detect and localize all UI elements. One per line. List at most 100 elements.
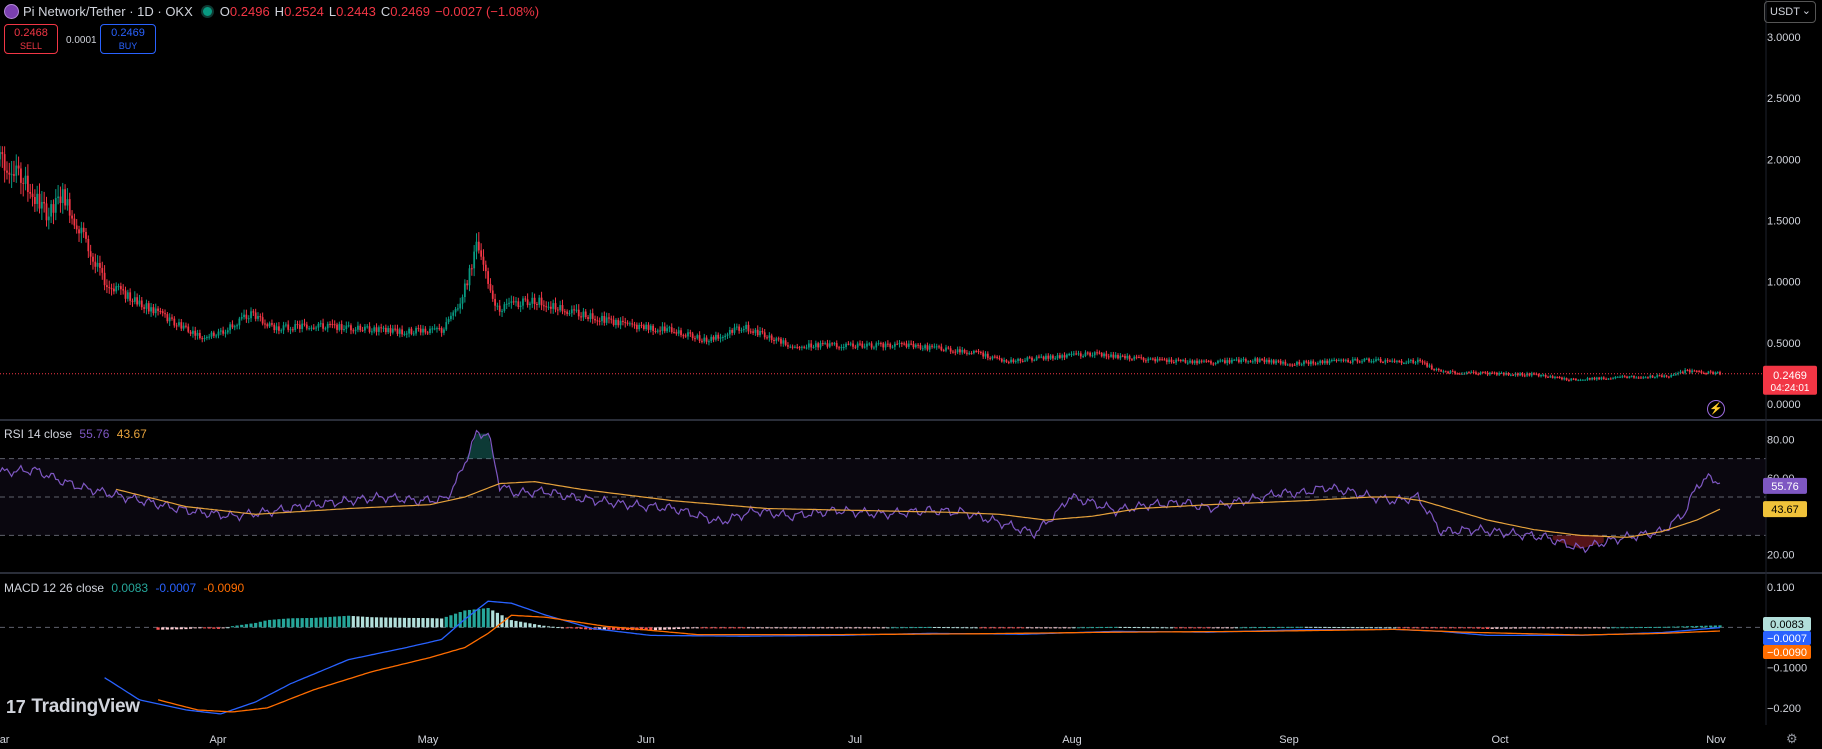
candle <box>280 328 283 334</box>
buy-button[interactable]: 0.2469 BUY <box>100 24 156 54</box>
candle <box>82 222 85 238</box>
candle <box>642 323 645 331</box>
candle <box>696 333 699 340</box>
candle <box>1286 363 1289 366</box>
macd-histogram-bar <box>858 627 862 629</box>
candle <box>1558 375 1561 379</box>
macd-histogram-bar <box>156 627 160 630</box>
candle <box>382 325 385 332</box>
rsi-value: 55.76 <box>79 427 110 441</box>
macd-histogram-bar <box>263 620 267 628</box>
candle <box>810 340 813 351</box>
candle <box>1602 376 1605 380</box>
macd-histogram-bar <box>1044 627 1048 629</box>
candle <box>287 320 290 333</box>
candle <box>717 332 720 342</box>
candle <box>577 304 580 320</box>
macd-histogram-bar <box>653 627 658 631</box>
macd-histogram-bar <box>691 627 695 629</box>
candle <box>675 329 678 336</box>
candle <box>1361 359 1363 364</box>
candle <box>998 355 1001 361</box>
candle <box>552 299 555 314</box>
macd-histogram-bar <box>165 627 169 630</box>
candle <box>224 329 227 338</box>
symbol-title[interactable]: Pi Network/Tether · 1D · OKX <box>23 3 193 19</box>
macd-histogram-bar <box>1188 627 1192 629</box>
candle <box>1307 359 1310 366</box>
rsi-value-badge: 55.76 <box>1763 477 1807 494</box>
candle <box>68 192 71 224</box>
macd-histogram-bar <box>333 616 337 628</box>
macd-histogram-bar <box>746 627 751 629</box>
candle <box>1131 358 1133 362</box>
candle <box>1082 354 1085 359</box>
candle <box>738 324 741 334</box>
candle <box>1214 361 1217 366</box>
candle <box>1449 370 1452 374</box>
candle <box>1544 374 1547 379</box>
candle <box>1005 359 1008 364</box>
candle <box>80 221 83 244</box>
candle <box>1126 353 1129 361</box>
macd-histogram-bar <box>421 618 425 628</box>
currency-selector[interactable]: USDT ⌄ <box>1764 1 1816 23</box>
rsi-legend[interactable]: RSI 14 close 55.76 43.67 <box>4 427 147 441</box>
gear-icon[interactable]: ⚙ <box>1786 731 1798 746</box>
macd-pane[interactable] <box>0 600 1766 715</box>
candle <box>1591 377 1594 381</box>
rsi-line <box>0 429 1721 554</box>
candle <box>282 321 285 335</box>
candle <box>1089 351 1092 358</box>
macd-histogram-bar <box>1109 626 1113 628</box>
candle <box>298 320 301 333</box>
candle <box>1356 357 1359 364</box>
candle <box>1375 356 1377 363</box>
candle <box>1419 358 1422 363</box>
candle <box>1298 359 1301 366</box>
candle <box>1570 377 1573 382</box>
macd-histogram-bar <box>1499 627 1504 629</box>
candle <box>384 324 387 335</box>
macd-histogram-bar <box>1481 627 1485 629</box>
macd-histogram-bar <box>453 613 458 628</box>
candle <box>266 322 269 329</box>
candle <box>668 325 671 333</box>
candle <box>1377 357 1380 361</box>
macd-histogram-bar <box>226 627 230 629</box>
macd-histogram-bar <box>598 627 602 630</box>
candle <box>1521 372 1524 377</box>
tradingview-logo[interactable]: 17 TradingView <box>6 696 140 718</box>
candle <box>1530 371 1533 378</box>
candle <box>842 343 845 351</box>
macd-legend[interactable]: MACD 12 26 close 0.0083 -0.0007 -0.0090 <box>4 581 244 595</box>
candle <box>461 294 464 310</box>
candle <box>0 145 1 167</box>
candle <box>1409 358 1412 364</box>
macd-histogram-bar <box>398 617 402 628</box>
macd-histogram-bar <box>440 618 444 628</box>
candle <box>947 345 950 350</box>
macd-histogram-bar <box>230 626 235 628</box>
candle <box>212 330 215 339</box>
candle <box>1644 376 1647 379</box>
price-pane[interactable] <box>0 145 1766 382</box>
lightning-icon[interactable]: ⚡ <box>1707 400 1725 418</box>
candle <box>1121 354 1124 358</box>
candle <box>1042 355 1045 361</box>
candle <box>219 327 222 336</box>
candle <box>615 318 617 329</box>
candle <box>659 326 662 336</box>
sell-button[interactable]: 0.2468 SELL <box>4 24 58 54</box>
candle <box>1400 359 1403 366</box>
macd-histogram-bar <box>974 627 978 629</box>
candle <box>187 323 190 334</box>
candle <box>917 343 920 349</box>
candle <box>824 341 827 345</box>
candle <box>519 301 522 313</box>
rsi-pane[interactable] <box>0 429 1766 554</box>
macd-histogram-bar <box>1220 627 1225 629</box>
candle <box>124 286 127 303</box>
macd-histogram-bar <box>1639 627 1643 629</box>
